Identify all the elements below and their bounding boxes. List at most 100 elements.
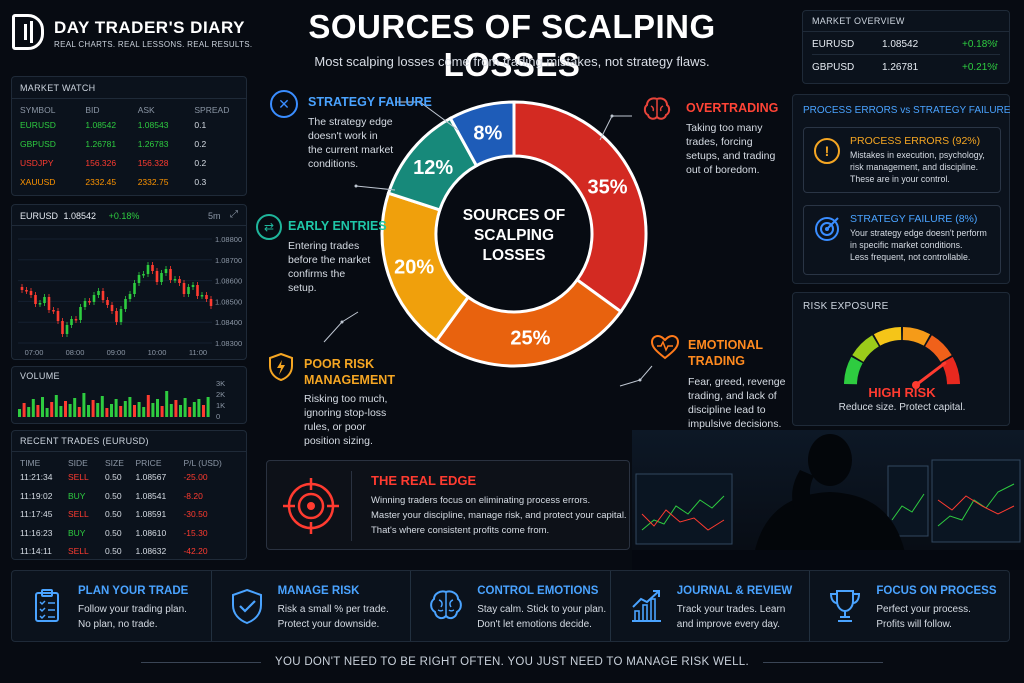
volume-bar xyxy=(27,407,31,417)
y-tick-label: 1.08700 xyxy=(215,256,242,265)
monitor-icon xyxy=(931,459,1021,543)
candle-body xyxy=(196,285,199,296)
title-line: TRADING xyxy=(688,354,745,368)
slice-label: 8% xyxy=(473,122,502,144)
volume-bar xyxy=(18,409,21,417)
volume-bar xyxy=(41,397,44,417)
text-line: Less frequent, not controllable. xyxy=(850,252,971,262)
candle-body xyxy=(65,325,69,334)
candle-body xyxy=(110,305,114,311)
tip-line: Follow your trading plan. xyxy=(78,604,187,615)
y-tick-label: 1.08300 xyxy=(215,339,242,348)
table-row[interactable]: EURUSD 1.08542 1.08543 0.1 xyxy=(20,115,238,134)
volume-bar xyxy=(165,391,169,417)
table-row[interactable]: 11:17:45 SELL 0.50 1.08591 -30.50 xyxy=(20,505,238,524)
bid-cell: 2332.45 xyxy=(85,176,117,187)
early-entries-title: EARLY ENTRIES xyxy=(288,219,387,233)
side-cell: SELL xyxy=(67,546,89,557)
shield-check-icon xyxy=(228,587,266,625)
table-row[interactable]: 11:16:23 BUY 0.50 1.08610 -15.30 xyxy=(20,524,238,543)
overview-symbol: EURUSD xyxy=(812,39,855,50)
candle-body xyxy=(83,301,87,307)
text-line: out of boredom. xyxy=(686,164,760,176)
volume-bar xyxy=(169,404,173,417)
candle-body xyxy=(70,319,73,325)
process-errors-text: Mistakes in execution, psychology, risk … xyxy=(850,149,985,185)
pl-cell: -15.30 xyxy=(183,527,208,538)
expand-icon[interactable]: ⤢ xyxy=(230,209,238,220)
tip-line: Profits will follow. xyxy=(876,619,952,630)
spread-cell: 0.2 xyxy=(194,138,207,149)
volume-bar xyxy=(160,406,164,417)
donut-hole xyxy=(438,158,590,310)
volume-bar xyxy=(137,402,141,417)
size-cell: 0.50 xyxy=(105,527,122,538)
timeframe-selector[interactable]: 5m xyxy=(208,211,221,221)
tip-line: No plan, no trade. xyxy=(78,619,158,630)
table-row[interactable]: 11:14:11 SELL 0.50 1.08632 -42.20 xyxy=(20,542,238,561)
price-cell: 1.08632 xyxy=(135,546,167,557)
overview-symbol: GBPUSD xyxy=(812,62,855,73)
candle-body xyxy=(205,295,208,299)
table-row[interactable]: 11:21:34 SELL 0.50 1.08567 -25.00 xyxy=(20,468,238,487)
overview-change: +0.21% xyxy=(962,62,997,73)
chart-price: 1.08542 xyxy=(63,211,97,221)
text-line: confirms the xyxy=(288,268,346,280)
table-row[interactable]: GBPUSD 1.26781 1.26783 0.2 xyxy=(20,134,238,153)
real-edge-panel: THE REAL EDGE Winning traders focus on e… xyxy=(266,460,630,550)
y-tick-label: 1.08400 xyxy=(215,318,242,327)
gauge-pivot xyxy=(912,381,920,389)
tip-line: Don't let emotions decide. xyxy=(477,619,592,630)
tip-title: FOCUS ON PROCESS xyxy=(876,585,997,597)
size-cell: 0.50 xyxy=(105,490,122,501)
candle-body xyxy=(25,290,28,292)
volume-bar xyxy=(206,397,210,417)
text-line: the current market xyxy=(308,144,394,156)
candle-body xyxy=(47,297,51,310)
time-cell: 11:17:45 xyxy=(20,509,53,520)
text-line: Entering trades xyxy=(288,240,360,252)
table-row[interactable]: USDJPY 156.326 156.328 0.2 xyxy=(20,153,238,172)
y-tick-label: 1K xyxy=(216,401,225,410)
text-line: Fear, greed, revenge xyxy=(688,376,786,388)
donut-center-label: SOURCES OF SCALPING LOSSES xyxy=(454,206,574,266)
center-line-1: SOURCES OF xyxy=(462,207,566,224)
process-vs-strategy-panel: PROCESS ERRORS vs STRATEGY FAILURE ! PRO… xyxy=(792,94,1010,284)
tip-card: MANAGE RISK Risk a small % per trade. Prot… xyxy=(210,571,411,641)
market-watch-panel: MARKET WATCH SYMBOL BID ASK SPREAD EURUS… xyxy=(11,76,247,196)
overview-row[interactable]: EURUSD 1.08542 +0.18% ↑ xyxy=(812,32,1000,55)
tip-title: MANAGE RISK xyxy=(277,585,360,597)
text-line: Taking too many xyxy=(686,122,763,134)
target-x-icon: ✕ xyxy=(270,90,298,118)
side-cell: SELL xyxy=(67,472,89,483)
text-line: Winning traders focus on eliminating pro… xyxy=(371,495,591,506)
chart-up-icon xyxy=(627,587,665,625)
candle-body xyxy=(160,273,163,282)
arrow-up-icon: ↑ xyxy=(994,38,999,49)
volume-bar xyxy=(96,403,100,417)
footer-quote: YOU DON'T NEED TO BE RIGHT OFTEN. YOU JU… xyxy=(275,656,749,668)
size-cell: 0.50 xyxy=(105,509,122,520)
pl-cell: -8.20 xyxy=(183,490,203,501)
x-tick-label: 07:00 xyxy=(25,348,44,357)
price-chart-panel: EURUSD 1.08542 +0.18% 5m ⤢ 1.08800 1.0870… xyxy=(11,204,247,360)
gauge-band xyxy=(873,327,902,346)
volume-bar xyxy=(36,405,40,417)
table-row[interactable]: 11:19:02 BUY 0.50 1.08541 -8.20 xyxy=(20,487,238,506)
candle-body xyxy=(61,321,64,334)
market-watch-title: MARKET WATCH xyxy=(20,83,96,93)
page-subtitle: Most scalping losses come from trading m… xyxy=(314,54,710,69)
chart-symbol: EURUSD xyxy=(20,211,59,221)
donut-chart: 35% 25% 20% 12% 8% xyxy=(380,100,648,368)
candle-body xyxy=(119,309,123,322)
candle-body xyxy=(187,287,190,294)
title-line: MANAGEMENT xyxy=(304,373,395,387)
candle-body xyxy=(124,299,127,309)
overview-row[interactable]: GBPUSD 1.26781 +0.21% ↑ xyxy=(812,55,1000,78)
poor-risk-title: POOR RISK MANAGEMENT xyxy=(304,356,395,388)
slice-label: 35% xyxy=(588,176,628,198)
candle-body xyxy=(146,265,150,274)
col-spread: SPREAD xyxy=(194,105,230,115)
text-line: setups, and trading xyxy=(686,150,776,162)
table-row[interactable]: XAUUSD 2332.45 2332.75 0.3 xyxy=(20,172,238,191)
